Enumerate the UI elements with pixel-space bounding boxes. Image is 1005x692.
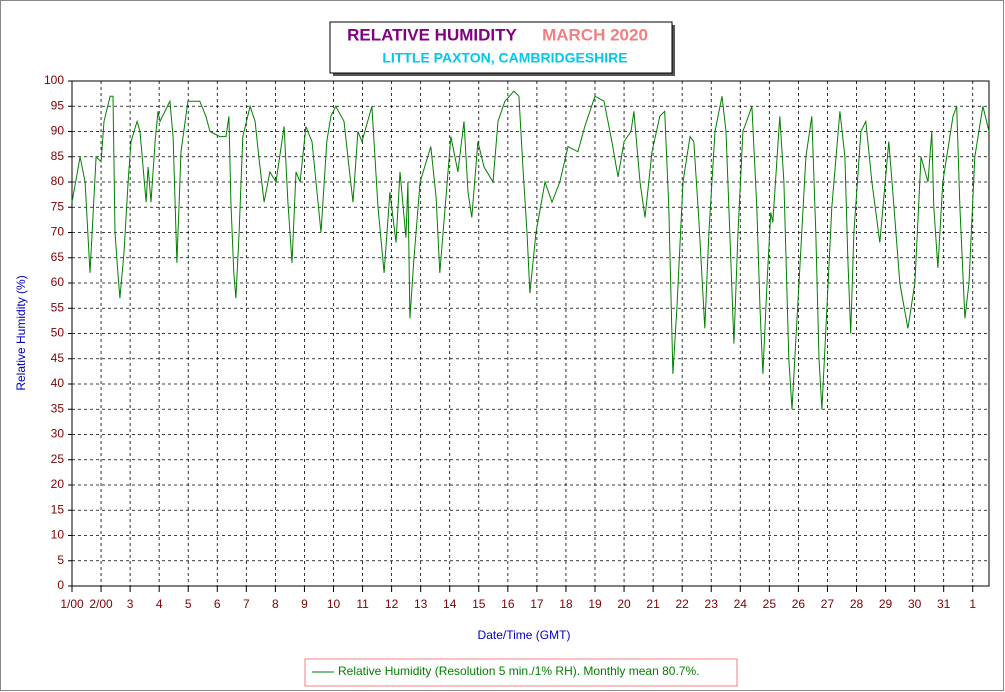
y-tick-label: 35 [51,401,65,415]
y-tick-label: 55 [51,300,65,314]
x-tick-label: 8 [272,597,279,611]
y-tick-label: 65 [51,250,65,264]
x-tick-label: 30 [908,597,922,611]
x-tick-label: 2/00 [89,597,113,611]
x-tick-label: 3 [127,597,134,611]
y-tick-label: 60 [51,275,65,289]
x-tick-label: 5 [185,597,192,611]
y-tick-label: 5 [57,553,64,567]
x-tick-label: 16 [501,597,515,611]
x-axis-label: Date/Time (GMT) [478,628,571,642]
x-tick-label: 4 [156,597,163,611]
y-tick-label: 75 [51,199,65,213]
x-tick-label: 26 [792,597,806,611]
y-tick-label: 70 [51,225,65,239]
data-line [71,90,990,410]
chart-subtitle: LITTLE PAXTON, CAMBRIDGESHIRE [382,50,627,66]
x-tick-label: 9 [301,597,308,611]
x-tick-label: 1 [969,597,976,611]
x-tick-label: 14 [443,597,457,611]
x-tick-label: 18 [559,597,573,611]
y-tick-label: 20 [51,477,65,491]
y-tick-label: 45 [51,351,65,365]
y-tick-label: 50 [51,326,65,340]
x-tick-label: 23 [705,597,719,611]
y-tick-label: 25 [51,452,65,466]
y-tick-label: 80 [51,174,65,188]
y-axis-label: Relative Humidity (%) [14,275,28,390]
chart-period: MARCH 2020 [542,25,648,44]
x-tick-label: 27 [821,597,835,611]
title-box [329,21,673,74]
x-tick-label: 6 [214,597,221,611]
legend-box [304,658,738,687]
y-tick-label: 90 [51,124,65,138]
x-tick-label: 11 [356,597,369,611]
x-tick-label: 25 [763,597,777,611]
y-tick-label: 40 [51,376,65,390]
x-tick-label: 1/00 [60,597,84,611]
x-tick-label: 24 [734,597,748,611]
x-tick-label: 13 [414,597,428,611]
x-tick-label: 28 [850,597,864,611]
x-tick-label: 21 [646,597,660,611]
x-tick-label: 22 [675,597,689,611]
x-tick-label: 31 [937,597,951,611]
y-tick-label: 85 [51,149,65,163]
x-tick-label: 29 [879,597,893,611]
y-tick-label: 15 [51,502,65,516]
x-tick-label: 17 [530,597,544,611]
x-tick-label: 10 [327,597,341,611]
legend-label: Relative Humidity (Resolution 5 min./1% … [338,664,699,678]
x-tick-label: 12 [385,597,399,611]
y-tick-label: 0 [57,578,64,592]
x-tick-label: 19 [588,597,602,611]
y-tick-label: 30 [51,427,65,441]
chart-title: RELATIVE HUMIDITY [347,25,517,44]
x-tick-label: 20 [617,597,631,611]
y-tick-label: 95 [51,98,65,112]
y-tick-label: 10 [51,528,65,542]
x-tick-label: 15 [472,597,486,611]
x-tick-label: 7 [243,597,250,611]
y-tick-label: 100 [44,73,64,87]
